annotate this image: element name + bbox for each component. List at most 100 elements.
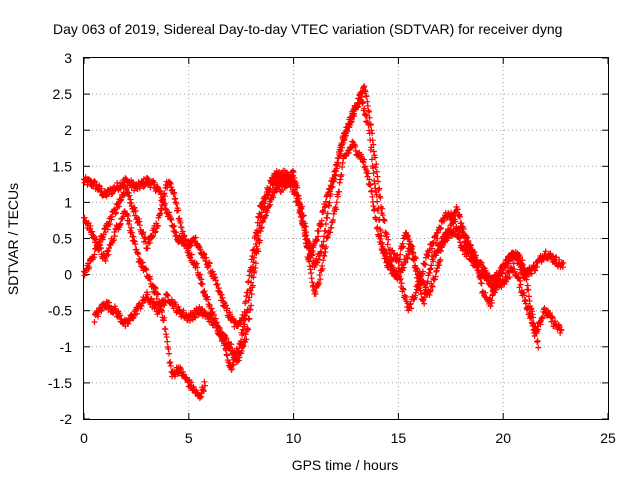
data-point — [371, 206, 378, 213]
data-point — [98, 185, 105, 192]
x-tick-label: 15 — [391, 430, 407, 446]
data-point — [428, 262, 435, 269]
data-point — [374, 224, 381, 231]
data-point — [333, 206, 340, 213]
data-point — [558, 327, 565, 334]
data-point — [248, 290, 255, 297]
x-tick-label: 25 — [600, 430, 616, 446]
data-point — [444, 234, 451, 241]
data-point — [320, 208, 327, 215]
data-point — [131, 204, 138, 211]
data-point — [368, 156, 375, 163]
data-point — [254, 236, 261, 243]
data-point — [424, 278, 431, 285]
data-point — [362, 112, 369, 119]
data-point — [327, 190, 334, 197]
data-point — [488, 299, 495, 306]
data-point — [467, 242, 474, 249]
data-point — [410, 250, 417, 257]
data-point — [126, 192, 133, 199]
data-point — [91, 251, 98, 258]
y-tick-label: -1 — [60, 339, 73, 355]
data-point — [245, 326, 252, 333]
data-point — [118, 196, 125, 203]
data-point — [416, 280, 423, 287]
data-point — [267, 201, 274, 208]
data-point — [222, 302, 229, 309]
data-point — [182, 237, 189, 244]
data-point — [409, 249, 416, 256]
data-point — [491, 289, 498, 296]
data-point — [160, 197, 167, 204]
data-point — [230, 361, 237, 368]
data-point — [373, 161, 380, 168]
data-point — [342, 132, 349, 139]
data-point — [224, 305, 231, 312]
data-point — [338, 171, 345, 178]
data-point — [158, 207, 165, 214]
data-point — [151, 179, 158, 186]
data-point — [270, 194, 277, 201]
data-point — [535, 344, 542, 351]
data-point — [139, 259, 146, 266]
data-point — [510, 260, 517, 267]
data-point — [333, 199, 340, 206]
data-point — [369, 130, 376, 137]
data-point — [478, 259, 485, 266]
data-point — [460, 226, 467, 233]
satellite-track-4 — [81, 83, 542, 373]
plot-frame — [83, 57, 609, 420]
data-point — [113, 209, 120, 216]
data-point — [247, 287, 254, 294]
data-point — [358, 96, 365, 103]
data-point — [199, 280, 206, 287]
y-tick-label: 0 — [64, 267, 72, 283]
satellite-track-3 — [91, 138, 565, 365]
data-point — [86, 264, 93, 271]
data-point — [534, 337, 541, 344]
data-point — [328, 224, 335, 231]
data-point — [414, 271, 421, 278]
data-point — [166, 350, 173, 357]
data-point — [373, 216, 380, 223]
data-point — [98, 308, 105, 315]
data-point — [377, 194, 384, 201]
data-point — [528, 270, 535, 277]
data-point — [243, 336, 250, 343]
data-point — [454, 206, 461, 213]
data-point — [471, 249, 478, 256]
y-tick-label: 1 — [64, 194, 72, 210]
data-point — [322, 227, 329, 234]
data-point — [200, 388, 207, 395]
data-point — [384, 231, 391, 238]
data-point — [533, 330, 540, 337]
data-point — [248, 279, 255, 286]
data-point — [315, 233, 322, 240]
data-point — [365, 170, 372, 177]
data-point — [381, 217, 388, 224]
data-point — [288, 181, 295, 188]
data-point — [153, 295, 160, 302]
data-point — [245, 306, 252, 313]
data-point — [109, 190, 116, 197]
data-points — [81, 83, 567, 402]
data-point — [504, 260, 511, 267]
data-point — [404, 255, 411, 262]
data-point — [319, 265, 326, 272]
data-point — [263, 212, 270, 219]
data-point — [188, 251, 195, 258]
data-point — [108, 213, 115, 220]
data-point — [522, 271, 529, 278]
data-point — [154, 291, 161, 298]
data-point — [379, 212, 386, 219]
data-point — [185, 247, 192, 254]
data-point — [457, 213, 464, 220]
data-point — [171, 189, 178, 196]
data-point — [428, 245, 435, 252]
data-point — [437, 256, 444, 263]
data-point — [320, 238, 327, 245]
x-tick-label: 20 — [495, 430, 511, 446]
data-point — [175, 207, 182, 214]
data-point — [239, 311, 246, 318]
data-point — [475, 263, 482, 270]
